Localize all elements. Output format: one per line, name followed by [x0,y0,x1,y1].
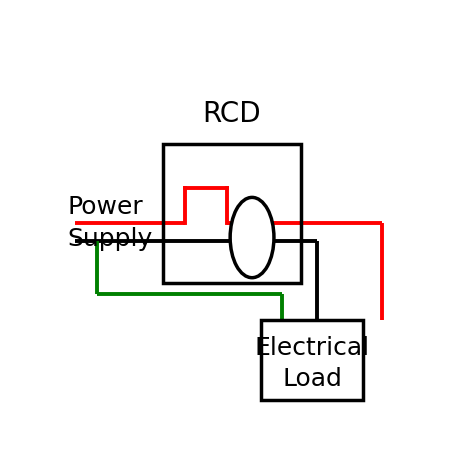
Bar [163,145,301,283]
Text: Power
Supply: Power Supply [68,195,153,251]
Text: RCD: RCD [203,100,261,128]
Ellipse shape [230,197,274,278]
Text: Electrical
Load: Electrical Load [255,336,370,391]
Bar [261,319,364,400]
